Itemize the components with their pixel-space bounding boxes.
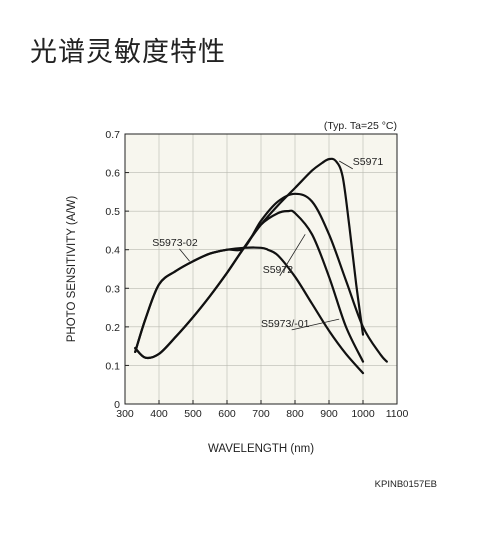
page-title: 光谱灵敏度特性 [30, 37, 226, 68]
grid-lines [125, 134, 397, 404]
x-tick-label: 1100 [386, 408, 409, 420]
y-axis-ticks: 0 0.1 0.2 0.3 0.4 0.5 0.6 0.7 [105, 129, 129, 411]
series-line-s5972 [134, 209, 365, 363]
x-tick-label: 600 [218, 408, 236, 420]
x-tick-label: 700 [252, 408, 270, 420]
x-tick-label: 900 [320, 408, 338, 420]
series-annotation-label: S5973-02 [152, 237, 198, 249]
series-annotation-label: S5971 [353, 156, 384, 168]
annotation-leader-line [179, 248, 190, 262]
series-line-s5973-01 [134, 246, 365, 375]
x-axis-ticks: 300 400 500 600 700 800 900 1000 1100 [116, 400, 408, 420]
annotation-leader-line [291, 318, 340, 331]
x-axis-label: WAVELENGTH (nm) [208, 443, 314, 455]
y-tick-label: 0.4 [105, 245, 120, 257]
annotations-group: S5971 S5973-02 S5972 S5973/-01 [152, 156, 384, 331]
x-tick-label: 500 [184, 408, 202, 420]
x-tick-label: 1000 [351, 408, 375, 420]
y-tick-label: 0.3 [105, 283, 120, 295]
x-tick-label: 300 [116, 408, 134, 420]
x-tick-label: 800 [286, 408, 304, 420]
y-tick-label: 0 [114, 399, 120, 411]
y-tick-label: 0.2 [105, 322, 120, 334]
figure-code: KPINB0157EB [375, 479, 437, 490]
y-tick-label: 0.6 [105, 168, 120, 180]
series-annotation-label: S5972 [263, 264, 294, 276]
series-annotation-label: S5973/-01 [261, 318, 310, 330]
y-axis-label: PHOTO SENSITIVITY (A/W) [66, 196, 78, 343]
annotation-leader-line [279, 234, 306, 277]
annotation-leader-line [338, 160, 354, 170]
condition-label: (Typ. Ta=25 °C) [324, 120, 397, 132]
y-tick-label: 0.7 [105, 129, 120, 141]
y-tick-label: 0.5 [105, 206, 120, 218]
y-tick-label: 0.1 [105, 360, 120, 372]
series-group [134, 157, 388, 375]
x-tick-label: 400 [150, 408, 168, 420]
